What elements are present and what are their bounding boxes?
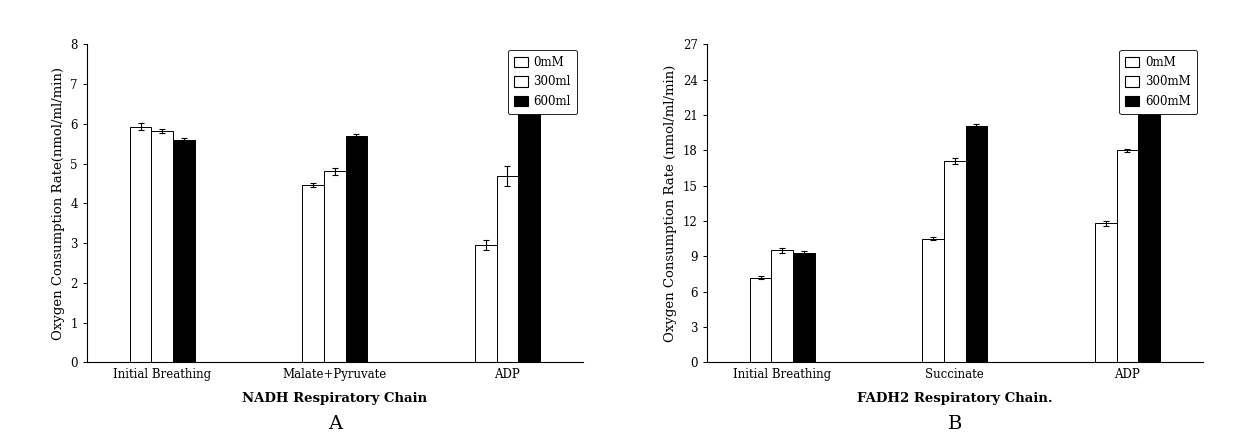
Bar xyxy=(1138,109,1159,362)
Legend: 0mM, 300ml, 600ml: 0mM, 300ml, 600ml xyxy=(507,50,577,114)
Bar xyxy=(1095,223,1116,362)
Bar xyxy=(794,253,815,362)
Bar xyxy=(324,171,346,362)
Bar xyxy=(303,185,324,362)
Bar xyxy=(923,239,944,362)
X-axis label: FADH2 Respiratory Chain.: FADH2 Respiratory Chain. xyxy=(857,392,1053,405)
Text: B: B xyxy=(947,415,962,433)
Bar xyxy=(518,109,539,362)
Bar xyxy=(151,131,174,362)
Legend: 0mM, 300mM, 600mM: 0mM, 300mM, 600mM xyxy=(1120,50,1197,114)
Bar xyxy=(496,176,518,362)
Bar xyxy=(1116,150,1138,362)
Bar xyxy=(174,141,195,362)
Bar xyxy=(130,126,151,362)
X-axis label: NADH Respiratory Chain: NADH Respiratory Chain xyxy=(242,392,428,405)
Bar xyxy=(346,137,367,362)
Bar xyxy=(966,126,987,362)
Bar xyxy=(944,161,966,362)
Bar xyxy=(475,245,496,362)
Y-axis label: Oxygen Consumption Rate (nmol/ml/min): Oxygen Consumption Rate (nmol/ml/min) xyxy=(665,65,677,342)
Text: A: A xyxy=(327,415,342,433)
Bar xyxy=(771,251,794,362)
Y-axis label: Oxygen Consumption Rate(nmol/ml/min): Oxygen Consumption Rate(nmol/ml/min) xyxy=(52,67,64,340)
Bar xyxy=(750,278,771,362)
